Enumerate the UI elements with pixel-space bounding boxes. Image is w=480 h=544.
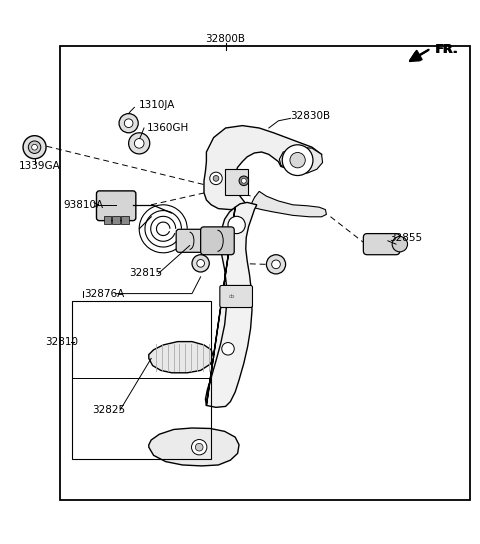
Text: FR.: FR.	[436, 43, 459, 56]
Polygon shape	[149, 428, 239, 466]
Circle shape	[210, 172, 222, 184]
FancyBboxPatch shape	[363, 233, 400, 255]
Circle shape	[241, 178, 246, 183]
Bar	[225, 169, 248, 195]
Circle shape	[272, 260, 280, 269]
Text: 32800B: 32800B	[205, 34, 246, 44]
Bar	[121, 217, 129, 224]
Polygon shape	[149, 342, 214, 373]
Circle shape	[239, 176, 249, 186]
FancyBboxPatch shape	[176, 229, 203, 252]
Bar	[60, 46, 470, 500]
Circle shape	[192, 255, 209, 272]
Text: 93810A: 93810A	[64, 200, 104, 210]
Circle shape	[290, 152, 305, 168]
Circle shape	[124, 119, 133, 127]
Text: 32876A: 32876A	[84, 289, 124, 299]
Circle shape	[197, 259, 204, 267]
Circle shape	[192, 440, 207, 455]
Circle shape	[213, 176, 219, 181]
Text: cb: cb	[229, 294, 236, 299]
Circle shape	[32, 144, 37, 150]
FancyBboxPatch shape	[96, 191, 136, 221]
Circle shape	[392, 237, 408, 252]
Circle shape	[134, 139, 144, 148]
Polygon shape	[205, 202, 257, 407]
FancyBboxPatch shape	[220, 286, 252, 307]
Polygon shape	[279, 147, 323, 173]
Bar	[112, 217, 120, 224]
Circle shape	[119, 114, 138, 133]
Circle shape	[266, 255, 286, 274]
Circle shape	[222, 343, 234, 355]
Circle shape	[129, 133, 150, 154]
Circle shape	[195, 443, 203, 451]
Text: 32825: 32825	[93, 405, 126, 415]
Text: 32830B: 32830B	[290, 111, 331, 121]
Text: 1339GA: 1339GA	[19, 162, 61, 171]
Circle shape	[228, 217, 245, 233]
Text: 1360GH: 1360GH	[146, 123, 189, 133]
Text: FR.: FR.	[434, 44, 457, 56]
Bar	[72, 301, 211, 459]
Polygon shape	[204, 126, 322, 209]
Text: 32810: 32810	[46, 337, 79, 347]
Circle shape	[28, 141, 41, 153]
Text: 32855: 32855	[389, 233, 422, 243]
Text: 1310JA: 1310JA	[139, 100, 176, 110]
Polygon shape	[252, 191, 326, 217]
Circle shape	[23, 135, 46, 159]
Text: 32815: 32815	[130, 268, 163, 279]
Circle shape	[282, 145, 313, 176]
FancyBboxPatch shape	[201, 227, 234, 255]
Bar	[104, 217, 111, 224]
